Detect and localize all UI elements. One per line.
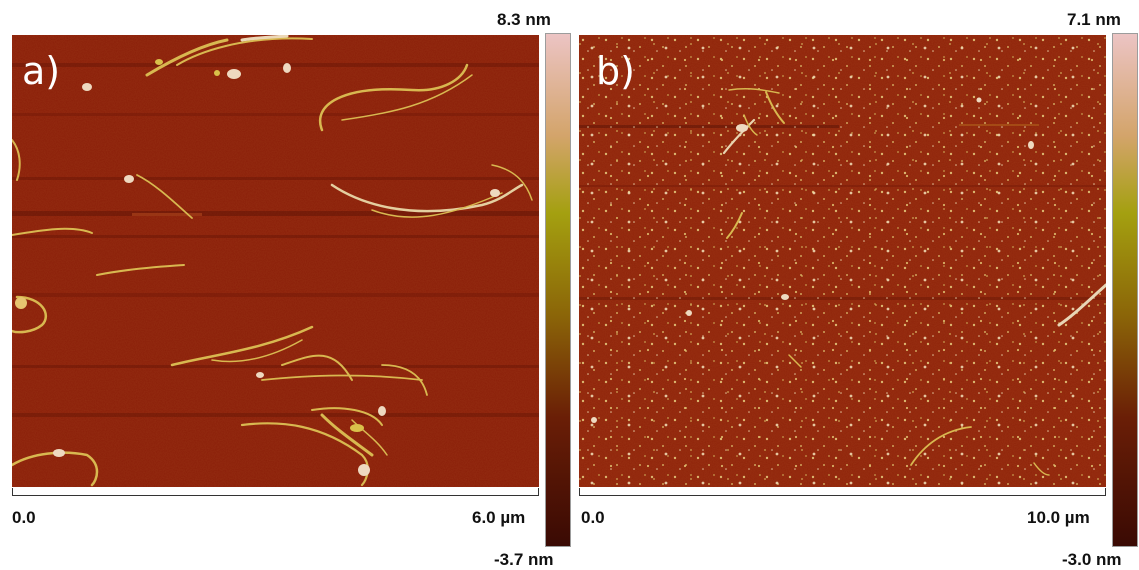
scale-end-label-a: 6.0 µm bbox=[472, 508, 526, 527]
colorbar-min-label-b: -3.0 nm bbox=[1062, 550, 1122, 569]
colorbar-a bbox=[545, 33, 571, 547]
afm-image-b: b) bbox=[579, 35, 1106, 487]
scale-end-label-b: 10.0 µm bbox=[1027, 508, 1090, 527]
afm-scan-a bbox=[12, 35, 539, 487]
colorbar-b bbox=[1112, 33, 1138, 547]
afm-image-a: a) bbox=[12, 35, 539, 487]
scale-axis-a bbox=[12, 488, 539, 496]
colorbar-max-label-a: 8.3 nm bbox=[497, 10, 551, 29]
scale-axis-b bbox=[579, 488, 1106, 496]
scale-start-label-b: 0.0 bbox=[581, 508, 605, 527]
afm-scan-b bbox=[579, 35, 1106, 487]
panel-label-a: a) bbox=[22, 49, 61, 93]
scale-start-label-a: 0.0 bbox=[12, 508, 36, 527]
colorbar-min-label-a: -3.7 nm bbox=[494, 550, 554, 569]
colorbar-max-label-b: 7.1 nm bbox=[1067, 10, 1121, 29]
panel-label-b: b) bbox=[596, 49, 635, 93]
